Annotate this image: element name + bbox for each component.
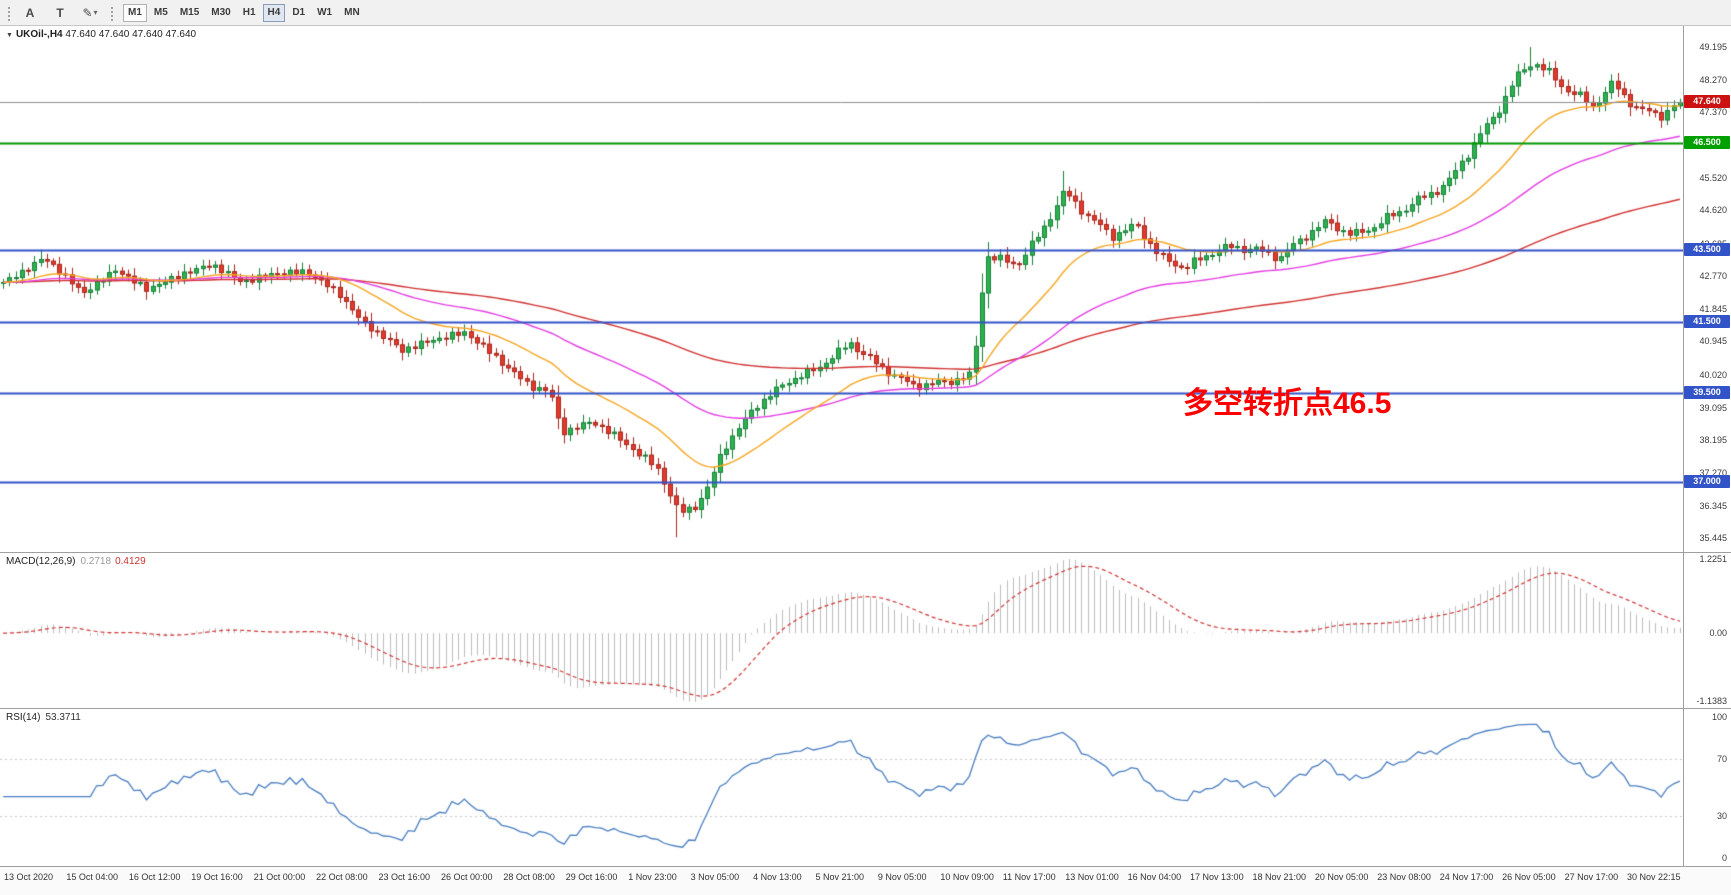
- macd-label: MACD(12,26,9): [6, 556, 76, 567]
- price-axis-label: 36.345: [1699, 500, 1727, 511]
- time-axis-label: 16 Nov 04:00: [1127, 872, 1182, 882]
- toolbar: A T ✎ ▾ M1 M5 M15 M30 H1 H4 D1 W1 MN: [0, 0, 1731, 26]
- time-axis[interactable]: 13 Oct 2020 15 Oct 04:00 16 Oct 12:00 19 Oc…: [0, 867, 1731, 895]
- price-chart-canvas[interactable]: [0, 26, 1683, 552]
- macd-canvas[interactable]: [0, 553, 1683, 708]
- price-axis-label: 35.445: [1699, 532, 1727, 543]
- time-axis-label: 1 Nov 23:00: [628, 872, 677, 882]
- price-badge-41.500: 41.500: [1684, 314, 1730, 328]
- rsi-title: RSI(14) 53.3711: [6, 712, 81, 723]
- price-axis-label: 39.095: [1699, 402, 1727, 413]
- tool-buttons-group: A T ✎ ▾: [15, 2, 105, 24]
- chart-collapse-icon[interactable]: ▼: [6, 32, 13, 39]
- time-axis-label: 29 Oct 16:00: [565, 872, 618, 882]
- rsi-axis-label: 30: [1716, 810, 1727, 821]
- timeframe-button-mn[interactable]: MN: [344, 7, 360, 18]
- timeframe-button-m5[interactable]: M5: [153, 7, 168, 18]
- rsi-label: RSI(14): [6, 712, 41, 723]
- pointer-tool-button[interactable]: A: [25, 5, 35, 20]
- rsi-value: 53.3711: [45, 712, 81, 723]
- time-axis-label: 3 Nov 05:00: [690, 872, 740, 882]
- price-axis-label: 47.370: [1699, 107, 1727, 118]
- time-axis-label: 24 Nov 17:00: [1439, 872, 1494, 882]
- timeframe-button-h4[interactable]: H4: [262, 3, 286, 22]
- time-axis-label: 26 Oct 00:00: [440, 872, 493, 882]
- macd-panel: MACD(12,26,9) 0.2718 0.4129 1.2251 0.00 -1.1…: [0, 553, 1731, 708]
- price-axis-label: 42.770: [1699, 271, 1727, 282]
- time-axis-label: 13 Nov 01:00: [1065, 872, 1119, 882]
- time-axis-label: 18 Nov 21:00: [1252, 872, 1306, 882]
- macd-axis-label: -1.1383: [1696, 696, 1727, 706]
- toolbar-grip-icon[interactable]: [6, 4, 11, 21]
- price-axis[interactable]: 49.19548.27047.37045.52044.62043.68542.7…: [1683, 26, 1731, 552]
- price-badge-39.500: 39.500: [1684, 386, 1730, 400]
- price-badge-46.500: 46.500: [1684, 136, 1730, 150]
- time-axis-label: 10 Nov 09:00: [940, 872, 994, 882]
- timeframe-button-m30[interactable]: M30: [211, 7, 231, 18]
- timeframe-button-w1[interactable]: W1: [317, 7, 333, 18]
- text-tool-button[interactable]: T: [56, 5, 64, 20]
- rsi-axis-label: 100: [1711, 712, 1727, 722]
- price-axis-label: 48.270: [1699, 74, 1727, 85]
- annotation-text[interactable]: 多空转折点46.5: [1183, 387, 1392, 420]
- timeframe-button-m15[interactable]: M15: [179, 7, 200, 18]
- ohlc-values: 47.640 47.640 47.640 47.640: [65, 29, 197, 40]
- panel-separator[interactable]: [0, 708, 1731, 709]
- price-badge-37.000: 37.000: [1684, 475, 1730, 489]
- time-axis-label: 26 Nov 05:00: [1502, 872, 1556, 882]
- macd-axis-label: 1.2251: [1699, 554, 1727, 564]
- price-axis-label: 40.020: [1699, 369, 1727, 380]
- time-axis-label: 4 Nov 13:00: [753, 872, 802, 882]
- timeframe-button-d1[interactable]: D1: [292, 7, 306, 18]
- time-axis-label: 28 Oct 08:00: [503, 872, 555, 882]
- time-axis-label: 22 Oct 08:00: [316, 872, 368, 882]
- panel-separator: [0, 866, 1731, 867]
- time-axis-label: 13 Oct 2020: [4, 872, 54, 882]
- price-badge-47.640: 47.640: [1684, 95, 1730, 109]
- macd-value: 0.2718: [80, 556, 112, 567]
- price-axis-label: 41.845: [1699, 304, 1727, 315]
- price-axis-label: 44.620: [1699, 205, 1727, 216]
- time-axis-label: 5 Nov 21:00: [815, 872, 865, 882]
- macd-axis: 1.2251 0.00 -1.1383: [1683, 553, 1731, 708]
- rsi-axis: 100 70 30 0: [1683, 709, 1731, 866]
- timeframe-button-m1[interactable]: M1: [123, 3, 147, 22]
- rsi-axis-label: 70: [1716, 754, 1727, 765]
- price-axis-label: 37.270: [1699, 467, 1727, 478]
- chart-title: ▼ UKOil-,H4 47.640 47.640 47.640 47.640: [6, 29, 196, 40]
- timeframe-buttons-group: M1 M5 M15 M30 H1 H4 D1 W1 MN: [122, 3, 366, 22]
- macd-signal-value: 0.4129: [115, 556, 146, 567]
- panel-separator[interactable]: [0, 552, 1731, 553]
- macd-title: MACD(12,26,9) 0.2718 0.4129: [6, 556, 146, 567]
- time-axis-label: 15 Oct 04:00: [66, 872, 118, 882]
- time-axis-label: 19 Oct 16:00: [191, 872, 243, 882]
- time-axis-label: 23 Nov 08:00: [1377, 872, 1431, 882]
- time-axis-label: 23 Oct 16:00: [378, 872, 431, 882]
- time-axis-label: 27 Nov 17:00: [1564, 872, 1619, 882]
- draw-tool-button[interactable]: ✎ ▾: [82, 5, 98, 20]
- rsi-canvas[interactable]: [0, 709, 1683, 866]
- rsi-axis-label: 0: [1721, 853, 1727, 863]
- symbol-period-label: UKOil-,H4: [15, 29, 63, 40]
- time-axis-label: 17 Nov 13:00: [1190, 872, 1244, 882]
- time-axis-label: 9 Nov 05:00: [877, 872, 927, 882]
- time-axis-label: 16 Oct 12:00: [128, 872, 181, 882]
- toolbar-grip-icon[interactable]: [109, 4, 114, 21]
- time-axis-label: 21 Oct 00:00: [253, 872, 306, 882]
- time-axis-label: 30 Nov 22:15: [1627, 872, 1681, 882]
- timeframe-button-h1[interactable]: H1: [242, 7, 256, 18]
- rsi-panel: RSI(14) 53.3711 100 70 30 0: [0, 709, 1731, 866]
- dropdown-caret-icon: ▾: [93, 8, 98, 17]
- time-axis-label: 20 Nov 05:00: [1314, 872, 1369, 882]
- price-badge-43.500: 43.500: [1684, 243, 1730, 257]
- price-axis-label: 45.520: [1699, 173, 1727, 184]
- price-axis-label: 38.195: [1699, 434, 1727, 445]
- time-axis-label: 11 Nov 17:00: [1002, 872, 1056, 882]
- price-scale-divider: [1683, 26, 1684, 867]
- price-axis-label: 40.945: [1699, 336, 1727, 347]
- price-axis-label: 49.195: [1699, 41, 1727, 52]
- price-panel: ▼ UKOil-,H4 47.640 47.640 47.640 47.640 多…: [0, 26, 1731, 552]
- macd-axis-label: 0.00: [1709, 628, 1727, 639]
